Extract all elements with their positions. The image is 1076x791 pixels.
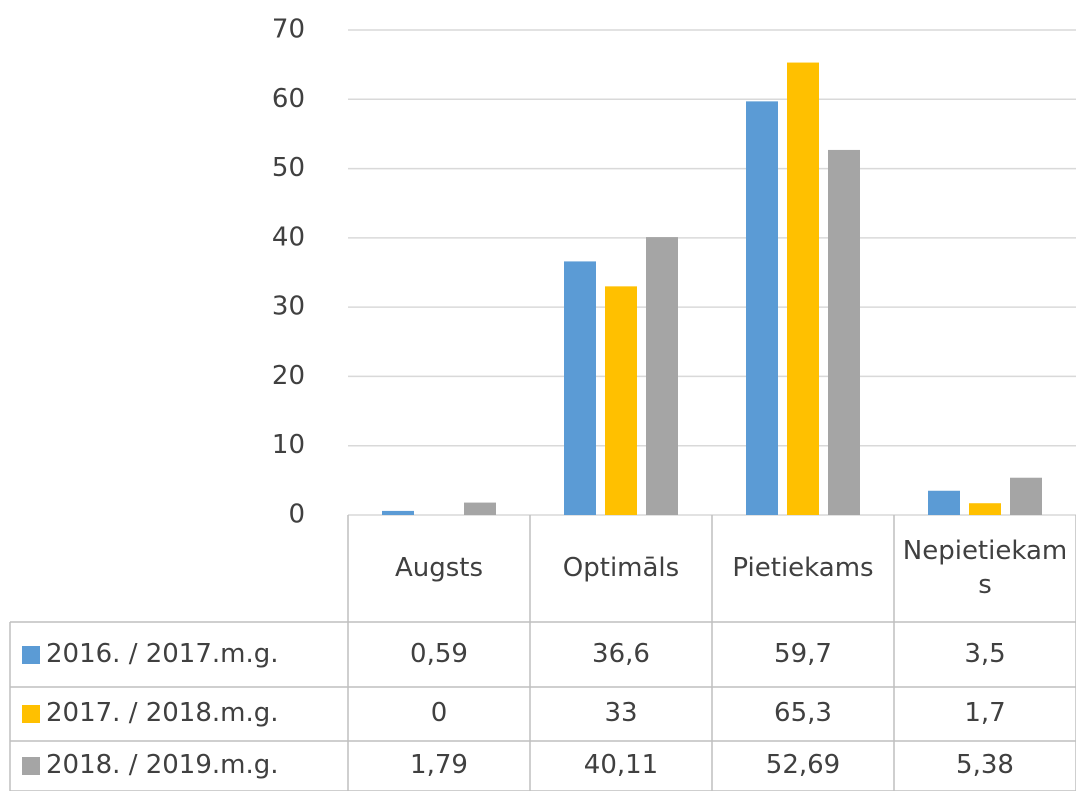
legend-label: 2018. / 2019.m.g. (46, 750, 279, 781)
data-label: 5,38 (956, 750, 1014, 781)
bar (969, 503, 1001, 515)
bar (1010, 477, 1042, 515)
legend-label: 2017. / 2018.m.g. (46, 698, 279, 729)
y-tick-label: 30 (272, 292, 305, 322)
legend-key (22, 645, 40, 664)
data-label: 0 (430, 698, 448, 729)
y-tick-label: 50 (272, 153, 305, 183)
data-label: 52,69 (765, 750, 841, 781)
category-label: Nepietiekams (902, 535, 1068, 600)
bar (464, 502, 496, 515)
bar (646, 237, 678, 515)
y-tick-label: 70 (272, 15, 305, 45)
bar (787, 62, 819, 516)
data-label: 65,3 (774, 698, 832, 729)
bar (382, 510, 414, 515)
bar (605, 286, 637, 515)
category-label: Pietiekams (732, 552, 874, 583)
data-label: 59,7 (774, 638, 832, 669)
data-label: 33 (604, 698, 638, 729)
category-label: Optimāls (562, 552, 680, 583)
bar (564, 261, 596, 515)
data-label: 1,7 (964, 698, 1006, 729)
y-tick-label: 60 (272, 84, 305, 114)
bar (928, 490, 960, 515)
bar (746, 101, 778, 515)
legend-entry: 2016. / 2017.m.g. (10, 622, 348, 687)
y-tick-label: 0 (288, 500, 305, 530)
data-label: 40,11 (583, 750, 659, 781)
data-label: 3,5 (964, 638, 1006, 669)
data-label: 0,59 (410, 638, 468, 669)
legend-entry: 2017. / 2018.m.g. (10, 687, 348, 741)
legend-entry: 2018. / 2019.m.g. (10, 741, 348, 791)
bar (828, 149, 860, 515)
data-label: 1,79 (410, 750, 468, 781)
category-label: Augsts (394, 552, 484, 583)
y-tick-label: 40 (272, 222, 305, 252)
y-tick-label: 20 (272, 361, 305, 391)
legend-key (22, 757, 40, 775)
y-tick-label: 10 (272, 430, 305, 460)
legend-label: 2016. / 2017.m.g. (46, 638, 279, 669)
legend-key (22, 705, 40, 723)
data-label: 36,6 (592, 638, 650, 669)
